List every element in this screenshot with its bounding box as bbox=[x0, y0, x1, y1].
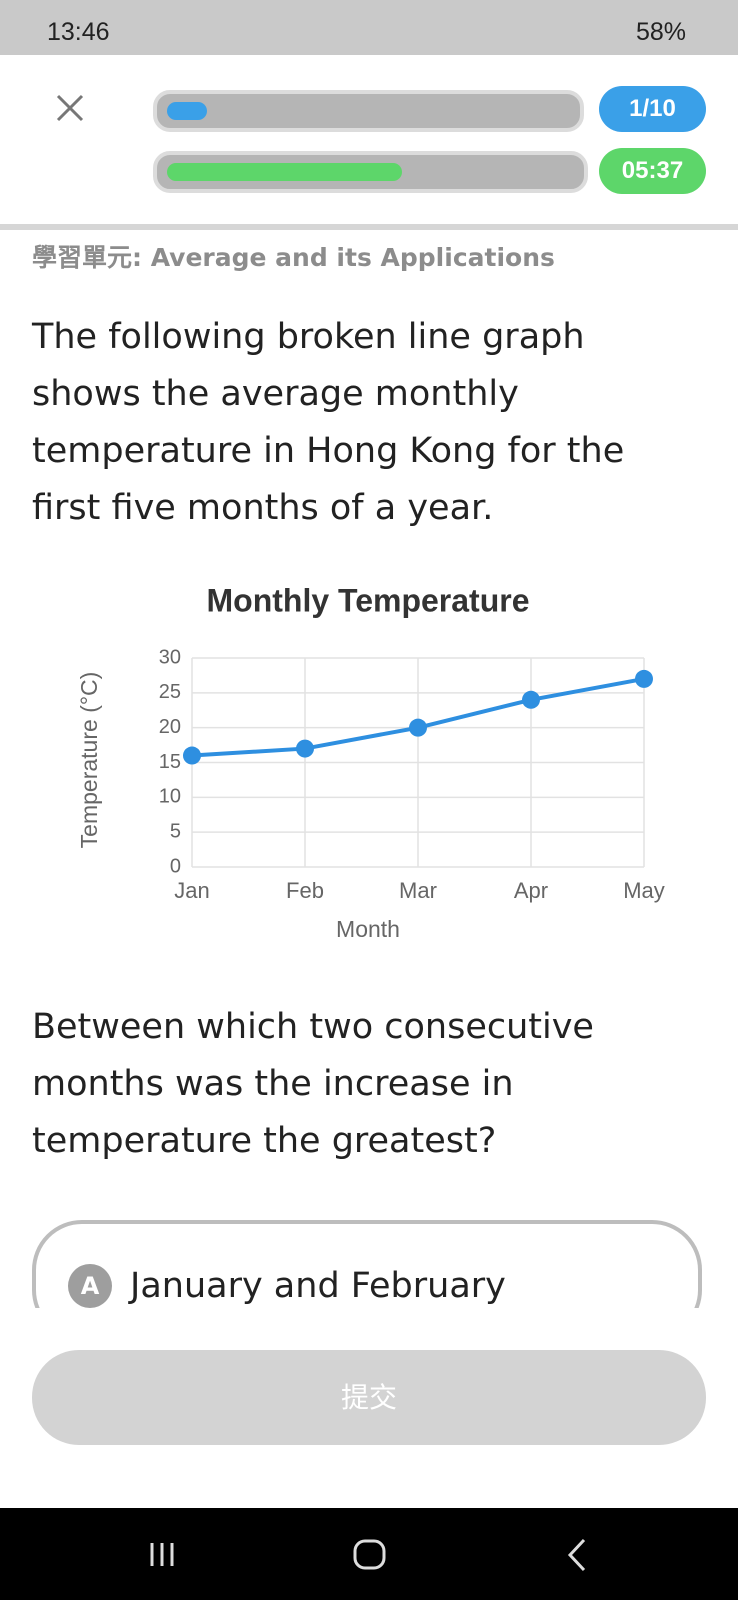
divider bbox=[0, 224, 738, 230]
unit-label: 學習單元: Average and its Applications bbox=[32, 243, 555, 272]
data-point bbox=[296, 739, 314, 758]
y-axis-title: Temperature (°C) bbox=[76, 672, 102, 849]
data-point bbox=[635, 669, 653, 688]
chart-title: Monthly Temperature bbox=[207, 582, 530, 618]
y-tick-label: 10 bbox=[159, 786, 181, 808]
question-intro: The following broken line graph shows th… bbox=[32, 317, 625, 528]
option-text[interactable]: January and February bbox=[130, 1266, 506, 1306]
y-tick-label: 25 bbox=[159, 681, 181, 703]
y-tick-label: 20 bbox=[159, 716, 181, 738]
question: Between which two consecutive months was… bbox=[32, 1007, 594, 1161]
back-button[interactable] bbox=[567, 1538, 586, 1572]
close-button[interactable] bbox=[50, 88, 90, 128]
option-card[interactable] bbox=[32, 1220, 702, 1308]
progress-pill: 1/10 bbox=[599, 86, 706, 132]
data-point bbox=[409, 718, 427, 737]
y-tick-label: 30 bbox=[159, 646, 181, 668]
x-tick-label: Jan bbox=[174, 878, 209, 903]
y-tick-label: 15 bbox=[159, 751, 181, 773]
nav-icons bbox=[150, 1538, 586, 1572]
y-tick-label: 0 bbox=[170, 855, 181, 877]
x-tick-label: Mar bbox=[399, 878, 437, 903]
recents-button[interactable] bbox=[150, 1543, 174, 1566]
home-button[interactable] bbox=[353, 1539, 386, 1570]
status-battery: 58% bbox=[635, 18, 686, 46]
x-tick-label: Apr bbox=[514, 878, 548, 903]
progress-track bbox=[153, 90, 584, 132]
y-tick-label: 5 bbox=[170, 820, 181, 842]
data-point bbox=[522, 690, 540, 709]
x-axis-title: Month bbox=[336, 916, 400, 942]
option-clip bbox=[0, 1200, 738, 1308]
option-letter: A bbox=[68, 1264, 112, 1308]
timer-track bbox=[153, 151, 588, 193]
timer-pill: 05:37 bbox=[599, 148, 706, 194]
nav-bar bbox=[0, 1508, 738, 1600]
chart: Monthly Temperature Month Temperature (°… bbox=[76, 582, 665, 942]
data-point bbox=[183, 746, 201, 765]
x-tick-label: Feb bbox=[286, 878, 324, 903]
status-bar bbox=[0, 0, 738, 55]
status-time: 13:46 bbox=[47, 18, 110, 46]
submit-button[interactable]: 提交 bbox=[32, 1350, 706, 1445]
x-tick-label: May bbox=[623, 878, 665, 903]
